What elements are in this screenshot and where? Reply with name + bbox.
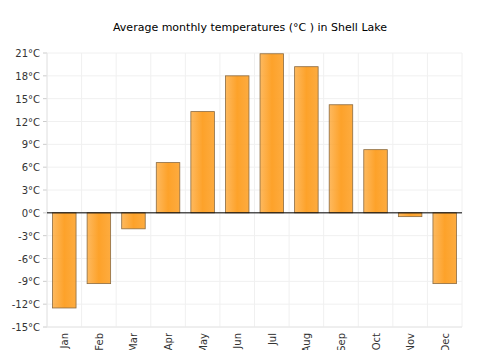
- grid-line-y: [47, 190, 462, 191]
- y-tick: [43, 281, 47, 282]
- bar: [87, 213, 111, 284]
- y-tick-label: 6°C: [22, 162, 40, 173]
- x-tick-label: Jan: [59, 333, 70, 349]
- y-tick: [43, 304, 47, 305]
- x-tick-label: Jul: [267, 333, 278, 346]
- y-tick: [43, 258, 47, 259]
- grid-line-y: [47, 144, 462, 145]
- y-tick-label: 21°C: [15, 48, 40, 59]
- x-tick-label: Jun: [232, 333, 243, 350]
- y-tick: [43, 98, 47, 99]
- y-tick-label: -12°C: [12, 299, 40, 310]
- chart: Average monthly temperatures (°C ) in Sh…: [0, 0, 500, 350]
- grid-line-y: [47, 121, 462, 122]
- bars: [53, 54, 457, 308]
- grid-line-y: [47, 167, 462, 168]
- y-tick-label: 15°C: [15, 94, 40, 105]
- bar: [53, 213, 77, 308]
- y-tick: [43, 190, 47, 191]
- bar: [156, 163, 180, 213]
- y-tick-label: 9°C: [22, 139, 40, 150]
- x-tick-label: Oct: [371, 333, 382, 350]
- y-tick: [43, 327, 47, 328]
- x-tick-label: Sep: [336, 333, 347, 350]
- y-axis: [47, 53, 48, 327]
- y-tick: [43, 212, 47, 213]
- y-tick: [43, 167, 47, 168]
- grid-line-y: [47, 98, 462, 99]
- y-tick-label: 12°C: [15, 117, 40, 128]
- y-tick-label: -15°C: [12, 322, 40, 333]
- zero-line: [47, 212, 462, 213]
- bar: [191, 112, 215, 213]
- x-tick-label: Feb: [94, 333, 105, 350]
- y-tick-label: 0°C: [22, 208, 40, 219]
- x-tick-label: May: [198, 333, 209, 350]
- y-tick: [43, 121, 47, 122]
- y-tick: [43, 144, 47, 145]
- bar: [295, 67, 319, 213]
- bar: [122, 213, 146, 229]
- grid-line-x: [47, 53, 48, 327]
- y-tick: [43, 53, 47, 54]
- x-tick-label: Dec: [440, 333, 451, 350]
- y-tick-label: 18°C: [15, 71, 40, 82]
- grid-line-y: [47, 212, 462, 213]
- x-tick-label: Mar: [128, 332, 139, 350]
- y-tick-label: -3°C: [18, 231, 40, 242]
- bar: [260, 54, 284, 213]
- grid-line-y: [47, 327, 462, 328]
- bar: [398, 213, 422, 217]
- bar: [433, 213, 457, 284]
- bar: [329, 105, 353, 213]
- grid-line-y: [47, 304, 462, 305]
- x-axis: [47, 327, 462, 328]
- grid-line-y: [47, 53, 462, 54]
- grid-line-y: [47, 75, 462, 76]
- y-tick: [43, 75, 47, 76]
- y-tick-label: -6°C: [18, 254, 40, 265]
- y-tick-label: -9°C: [18, 276, 40, 287]
- title: Average monthly temperatures (°C ) in Sh…: [113, 21, 387, 34]
- y-tick: [43, 235, 47, 236]
- x-tick-label: Nov: [405, 333, 416, 350]
- x-tick-label: Aug: [301, 333, 312, 350]
- y-tick-label: 3°C: [22, 185, 40, 196]
- x-tick-label: Apr: [163, 332, 174, 350]
- bar: [225, 76, 249, 213]
- bar: [364, 150, 388, 213]
